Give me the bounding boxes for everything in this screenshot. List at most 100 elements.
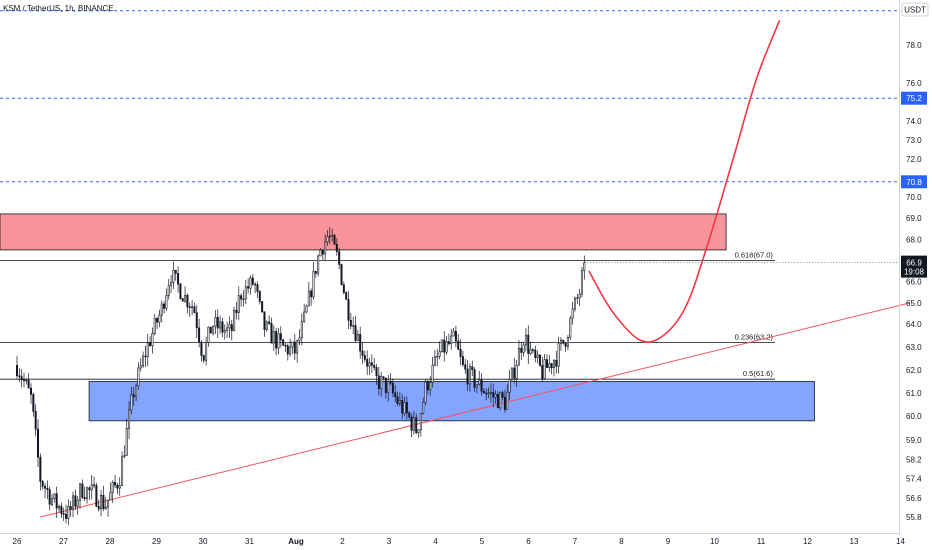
currency-box[interactable] xyxy=(901,2,929,17)
candle-body xyxy=(205,342,208,361)
candle-body xyxy=(384,377,387,393)
candle-body xyxy=(111,482,114,493)
candle-body xyxy=(527,334,530,354)
candle-body xyxy=(564,342,567,347)
candle-body xyxy=(515,364,518,379)
candle-body xyxy=(321,249,324,255)
candle-body xyxy=(279,333,282,341)
candle-body xyxy=(251,277,254,285)
time-tick: 10 xyxy=(710,537,719,546)
candle-body xyxy=(223,329,226,333)
price-tick: 57.4 xyxy=(906,475,922,484)
candle-body xyxy=(445,341,448,353)
candle-body xyxy=(492,392,495,398)
candle-body xyxy=(286,345,289,355)
candle-body xyxy=(536,354,539,358)
candle-body xyxy=(494,394,497,398)
candle-body xyxy=(193,306,196,313)
candle-body xyxy=(158,314,161,323)
candle-body xyxy=(18,375,21,378)
projection-layer xyxy=(588,20,781,343)
last-price-badge xyxy=(901,255,927,278)
candle-body xyxy=(186,294,189,308)
candle-body xyxy=(438,351,441,357)
candle-body xyxy=(83,497,86,499)
time-tick: 2 xyxy=(340,537,345,546)
price-tick: 59.0 xyxy=(906,436,922,445)
candle-body xyxy=(55,493,58,509)
candle-body xyxy=(333,235,336,245)
candle-body xyxy=(72,495,75,510)
candle-body xyxy=(149,342,152,346)
candle-body xyxy=(380,376,383,389)
candle-body xyxy=(235,309,238,314)
candle-body xyxy=(545,359,548,368)
candle-body xyxy=(81,483,84,498)
candle-body xyxy=(398,400,401,404)
candle-body xyxy=(419,413,422,431)
candle-body xyxy=(331,235,334,237)
candle-body xyxy=(338,251,341,265)
candle-body xyxy=(37,428,40,458)
price-tick: 62.0 xyxy=(906,366,922,375)
candle-body xyxy=(244,286,247,300)
candle-body xyxy=(403,402,406,414)
candle-body xyxy=(464,364,467,370)
candles-layer xyxy=(15,226,586,526)
candle-body xyxy=(128,409,131,429)
candle-body xyxy=(34,411,37,430)
candle-body xyxy=(139,365,142,369)
candle-body xyxy=(389,381,392,384)
candle-body xyxy=(90,484,93,491)
candle-body xyxy=(209,326,212,334)
candle-body xyxy=(571,308,574,319)
candle-body xyxy=(531,349,534,351)
candle-body xyxy=(538,354,541,366)
candle-body xyxy=(359,334,362,352)
candle-body xyxy=(212,325,215,334)
candle-body xyxy=(261,301,264,313)
candle-body xyxy=(254,283,257,286)
candle-body xyxy=(534,349,537,358)
candle-body xyxy=(272,331,275,344)
price-tick: 55.8 xyxy=(906,513,922,522)
candle-body xyxy=(580,270,583,295)
candle-body xyxy=(461,356,464,365)
candle-body xyxy=(569,317,572,338)
level-badge xyxy=(901,175,927,189)
price-tick: 73.0 xyxy=(906,136,922,145)
candle-body xyxy=(513,367,516,379)
candle-body xyxy=(433,356,436,366)
candle-body xyxy=(562,339,565,344)
candle-body xyxy=(86,487,89,499)
candle-body xyxy=(27,380,30,389)
candle-body xyxy=(114,482,117,486)
candle-body xyxy=(576,297,579,299)
candle-body xyxy=(550,363,553,368)
candle-body xyxy=(165,295,168,309)
candle-body xyxy=(517,347,520,366)
price-axis[interactable]: 55.8 56.6 57.4 58.2 59.0 60.0 61.0 62.0 63.0 64.0… xyxy=(906,41,922,522)
candle-body xyxy=(422,401,425,414)
time-axis[interactable]: 26 27 28 29 30 31 Aug 2 3 4 5 6 7 8 9 10 11 12 13 14 xyxy=(13,537,906,546)
time-tick: 31 xyxy=(245,537,254,546)
candle-body xyxy=(312,270,315,298)
candle-body xyxy=(375,367,378,377)
candle-body xyxy=(387,381,390,393)
candle-body xyxy=(310,290,313,298)
candle-body xyxy=(326,236,329,243)
candle-body xyxy=(478,379,481,386)
candle-body xyxy=(132,394,135,397)
time-tick: 14 xyxy=(896,537,905,546)
candle-body xyxy=(485,392,488,395)
candle-body xyxy=(417,429,420,433)
candle-body xyxy=(370,362,373,366)
zone-support xyxy=(88,381,815,422)
fib-label: 0.618(67.0) xyxy=(735,251,774,260)
candle-body xyxy=(373,364,376,368)
symbol-title: KSM / TetherUS, 1h, BINANCE xyxy=(3,4,114,13)
candle-body xyxy=(454,330,457,342)
time-tick: Aug xyxy=(288,537,304,546)
fib-label: 0.236(63.2) xyxy=(735,332,774,341)
